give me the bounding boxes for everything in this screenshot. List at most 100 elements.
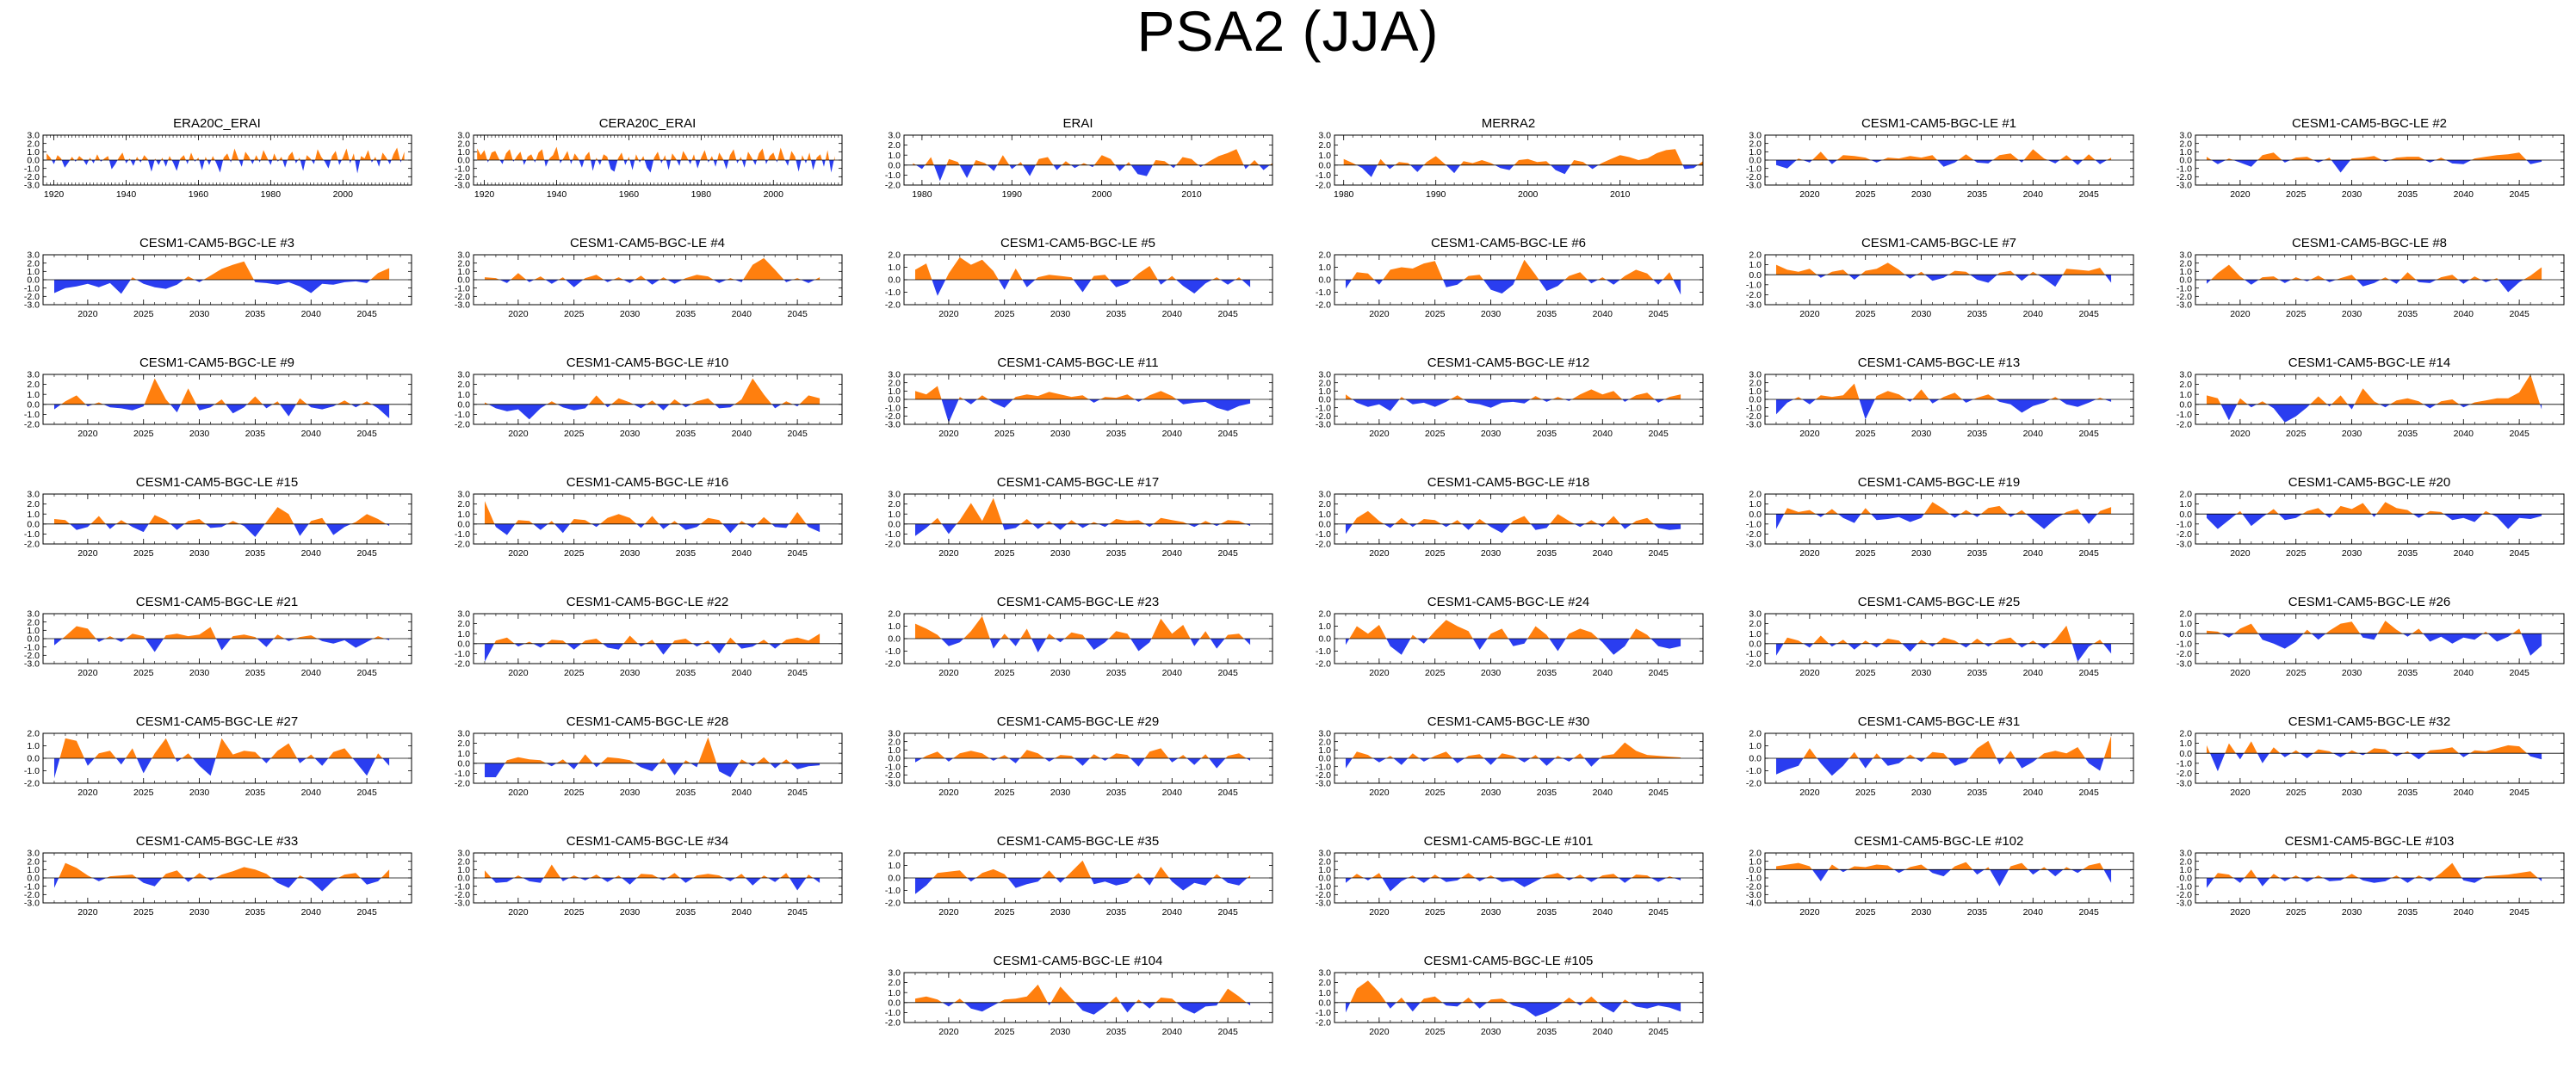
x-tick-label: 2025 <box>1425 788 1446 798</box>
y-tick-label: 1.0 <box>457 267 470 277</box>
x-tick-label: 2030 <box>620 907 641 918</box>
y-tick-label: 1.0 <box>457 510 470 520</box>
x-tick-label: 2035 <box>1106 548 1127 559</box>
y-tick-label: 0.0 <box>2179 510 2192 520</box>
y-tick-label: 0.0 <box>888 395 901 405</box>
y-tick-label: -3.0 <box>2177 659 2192 670</box>
y-tick-label: 2.0 <box>1318 856 1331 867</box>
y-tick-label: 2.0 <box>888 250 901 261</box>
plot-frame <box>1764 493 2134 545</box>
y-tick-label: -2.0 <box>455 172 470 182</box>
negative-area <box>914 758 1251 769</box>
y-tick-label: -1.0 <box>455 410 470 420</box>
x-tick-label: 2025 <box>1855 189 1876 200</box>
y-tick-label: -1.0 <box>1746 280 1762 290</box>
x-tick-label: 2045 <box>787 668 808 678</box>
y-tick-label: -2.0 <box>1316 411 1331 422</box>
negative-area <box>914 878 1251 894</box>
x-tick-label: 2020 <box>2230 548 2251 559</box>
panel-plot: 3.02.01.00.0-1.0-2.0-3.0 2020 2025 2030 2035… <box>1316 370 1704 439</box>
positive-area <box>53 507 390 524</box>
x-tick-label: 2045 <box>1217 309 1238 319</box>
panel-title: CESM1-CAM5-BGC-LE #35 <box>996 834 1160 849</box>
panel-0: ERA20C_ERAI 3.0 2.0 1.0 0.0 -1.0 -2.0 -3.0 1920 1… <box>10 114 424 226</box>
negative-area <box>914 280 1251 296</box>
y-tick-label: 3.0 <box>888 968 901 979</box>
x-tick-label: 1980 <box>261 189 282 200</box>
y-tick-label: 2.0 <box>2179 729 2192 739</box>
panel-34: CESM1-CAM5-BGC-LE #31 2.0 1.0 0.0 -1.0 -2.0 20… <box>1732 712 2146 824</box>
negative-area <box>53 404 390 418</box>
y-tick-label: 2.0 <box>888 378 901 388</box>
x-tick-label: 2025 <box>1425 907 1446 918</box>
y-tick-label: 1.0 <box>457 749 470 759</box>
y-tick-label: 1.0 <box>1749 741 1762 751</box>
negative-area <box>1345 523 1681 534</box>
panel-42: CESM1-CAM5-BGC-LE #104 3.0 2.0 1.0 0.0 -1.0 -2… <box>871 951 1285 1063</box>
x-tick-label: 2045 <box>356 668 377 678</box>
x-tick-label: 2035 <box>245 548 266 559</box>
x-tick-label: 2035 <box>2398 309 2418 319</box>
y-tick-label: 3.0 <box>1749 131 1762 141</box>
x-tick-label: 2040 <box>2454 668 2474 678</box>
panel-title: CESM1-CAM5-BGC-LE #26 <box>2288 595 2451 609</box>
y-tick-label: -1.0 <box>885 287 901 298</box>
x-tick-label: 2040 <box>301 907 322 918</box>
y-tick-label: -1.0 <box>2177 283 2192 294</box>
x-tick-label: 2040 <box>2023 907 2044 918</box>
panel-15: CESM1-CAM5-BGC-LE #12 3.0 2.0 1.0 0.0 -1.0 -2.… <box>1302 353 1715 465</box>
positive-area <box>1345 389 1681 399</box>
y-tick-label: -2.0 <box>2177 420 2192 430</box>
x-tick-label: 2045 <box>1648 907 1669 918</box>
x-tick-label: 2030 <box>2342 429 2362 439</box>
negative-area <box>53 878 390 892</box>
x-tick-label: 2030 <box>2342 309 2362 319</box>
y-tick-label: 0.0 <box>1749 510 1762 520</box>
y-tick-label: 0.0 <box>457 874 470 884</box>
panel-title: CESM1-CAM5-BGC-LE #2 <box>2291 116 2448 131</box>
x-tick-label: 2045 <box>2509 429 2530 439</box>
y-tick-label: 2.0 <box>888 140 901 151</box>
positive-area <box>2206 374 2542 405</box>
x-tick-label: 2020 <box>938 548 959 559</box>
y-tick-label: 1.0 <box>1749 260 1762 270</box>
y-tick-label: 0.0 <box>2179 156 2192 166</box>
y-tick-label: 1.0 <box>1749 386 1762 397</box>
panel-5: CESM1-CAM5-BGC-LE #2 3.0 2.0 1.0 0.0 -1.0 -2.0… <box>2163 114 2576 226</box>
x-tick-label: 2040 <box>301 309 322 319</box>
y-tick-label: 2.0 <box>457 139 470 149</box>
y-tick-label: 2.0 <box>457 856 470 867</box>
panel-39: CESM1-CAM5-BGC-LE #101 3.0 2.0 1.0 0.0 -1.0 -2… <box>1302 831 1715 943</box>
x-tick-label: 2020 <box>508 548 529 559</box>
x-tick-label: 2020 <box>77 668 98 678</box>
x-tick-label: 2040 <box>1593 309 1613 319</box>
panel-title: CESM1-CAM5-BGC-LE #29 <box>996 714 1160 729</box>
positive-area <box>2206 264 2542 280</box>
negative-area <box>484 280 820 287</box>
y-tick-label: -2.0 <box>2177 292 2192 302</box>
panel-plot: 3.02.01.00.0-1.0-2.0-3.0 2020 2025 2030 2035… <box>1316 729 1704 798</box>
y-tick-label: 2.0 <box>457 258 470 269</box>
positive-area <box>1775 263 2112 275</box>
x-tick-label: 2045 <box>2078 189 2099 200</box>
plot-frame <box>42 374 412 425</box>
y-tick-label: 3.0 <box>27 609 40 620</box>
y-tick-label: 1.0 <box>1318 745 1331 756</box>
x-tick-label: 2025 <box>1855 548 1876 559</box>
x-tick-label: 2040 <box>732 548 752 559</box>
y-tick-label: -2.0 <box>2177 769 2192 779</box>
x-tick-label: 2025 <box>133 309 154 319</box>
y-tick-label: 0.0 <box>457 639 470 649</box>
y-tick-label: -1.0 <box>24 881 40 892</box>
x-tick-label: 2025 <box>564 788 585 798</box>
y-tick-label: -1.0 <box>1316 646 1331 657</box>
x-tick-label: 2030 <box>1481 548 1502 559</box>
y-tick-label: -1.0 <box>2177 881 2192 892</box>
panel-plot: 3.02.01.00.0-1.0-2.0 2020 2025 2030 2035 2040… <box>2177 370 2565 439</box>
panel-plot: 3.02.01.00.0-1.0-2.0-3.0 2020 2025 2030 2035… <box>2177 250 2565 319</box>
x-tick-label: 2025 <box>994 788 1015 798</box>
panel-title: CESM1-CAM5-BGC-LE #19 <box>1857 475 2021 490</box>
x-tick-label: 2040 <box>2023 309 2044 319</box>
x-tick-label: 2045 <box>1217 788 1238 798</box>
x-tick-label: 1960 <box>619 189 640 200</box>
